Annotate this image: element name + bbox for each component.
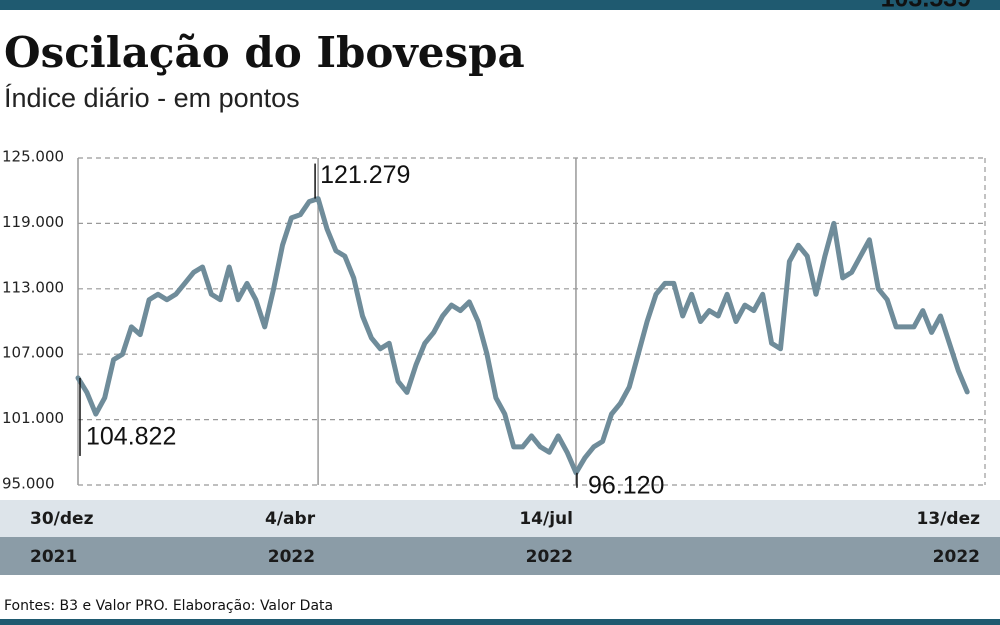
x-tick-label: 4/abr [265,509,316,529]
value-label: 121.279 [320,161,410,189]
x-year-label: 2021 [30,547,77,567]
y-tick-label: 107.000 [2,344,64,362]
value-label: 104.822 [86,423,176,451]
x-tick-label: 30/dez [30,509,94,529]
x-tick-label: 13/dez [917,509,981,529]
y-tick-label: 101.000 [2,409,64,427]
y-tick-label: 95.000 [2,475,55,493]
top-bar [0,0,1000,10]
chart-title: Oscilação do Ibovespa [4,28,525,77]
line-series [75,196,970,476]
date-band [0,500,1000,537]
x-tick-label: 14/jul [519,509,573,529]
y-tick-label: 119.000 [2,213,64,231]
source: Fontes: B3 e Valor PRO. Elaboração: Valo… [4,598,333,614]
value-label: 96.120 [588,471,664,499]
y-tick-label: 113.000 [2,278,64,296]
value-label: 103.539 [881,0,971,13]
x-year-label: 2022 [268,547,315,567]
bottom-bar [0,619,1000,625]
year-band [0,537,1000,575]
x-year-label: 2022 [933,547,980,567]
y-tick-label: 125.000 [2,148,64,166]
x-year-label: 2022 [526,547,573,567]
chart-subtitle: Índice diário - em pontos [4,83,300,113]
